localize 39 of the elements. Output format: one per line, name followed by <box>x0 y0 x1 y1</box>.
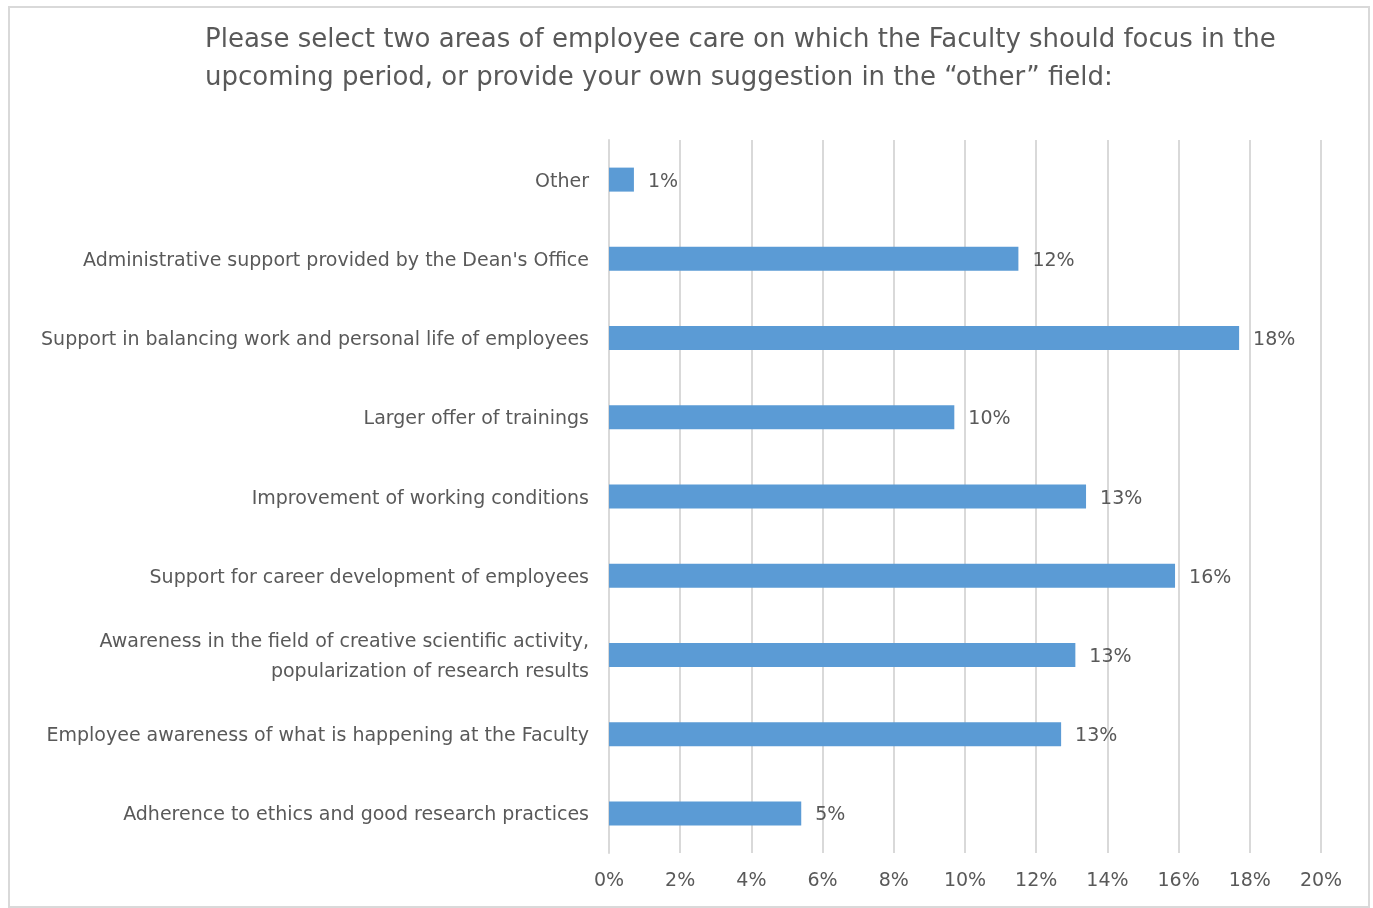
data-label: 5% <box>815 802 846 825</box>
data-label: 12% <box>1032 247 1075 270</box>
y-tick-label: Support for career development of employees <box>149 564 589 587</box>
x-tick-label: 14% <box>1086 867 1129 890</box>
bar <box>609 246 1019 271</box>
bar <box>609 326 1240 351</box>
chart-title: Please select two areas of employee care on which the Faculty should focus in the upcoming period, or provide your own suggestion in the “other” field: <box>205 23 1276 91</box>
x-tick-label: 4% <box>736 867 767 890</box>
y-tick-label: Improvement of working conditions <box>251 485 589 508</box>
y-tick-label: Employee awareness of what is happening at the Faculty <box>46 723 589 746</box>
bar <box>609 484 1087 509</box>
y-tick-label: Awareness in the field of creative scientific activity, popularization of research results <box>99 628 589 681</box>
data-label: 13% <box>1100 485 1143 508</box>
bar <box>609 801 802 826</box>
x-tick-label: 20% <box>1299 867 1343 890</box>
bar <box>609 167 634 192</box>
x-tick-label: 6% <box>807 867 838 890</box>
data-label: 18% <box>1253 327 1296 350</box>
y-tick-label: Administrative support provided by the Dean's Office <box>83 247 589 270</box>
x-tick-label: 12% <box>1015 867 1058 890</box>
x-tick-label: 10% <box>943 867 987 890</box>
y-tick-label: Adherence to ethics and good research practices <box>123 802 589 825</box>
x-tick-label: 8% <box>878 867 909 890</box>
y-tick-label: Larger offer of trainings <box>363 406 589 429</box>
data-label: 10% <box>968 406 1011 429</box>
x-tick-label: 18% <box>1228 867 1271 890</box>
x-tick-label: 0% <box>593 867 625 890</box>
bar <box>609 722 1062 747</box>
data-label: 13% <box>1089 643 1132 666</box>
bar <box>609 563 1176 588</box>
y-tick-label: Other <box>535 168 590 191</box>
y-tick-label: Support in balancing work and personal life of employees <box>41 327 589 350</box>
x-tick-label: 16% <box>1157 867 1200 890</box>
x-tick-label: 2% <box>665 867 696 890</box>
data-label: 13% <box>1075 723 1118 746</box>
bar <box>609 642 1076 667</box>
bar <box>609 405 955 430</box>
data-label: 16% <box>1189 564 1232 587</box>
data-label: 1% <box>647 168 679 191</box>
